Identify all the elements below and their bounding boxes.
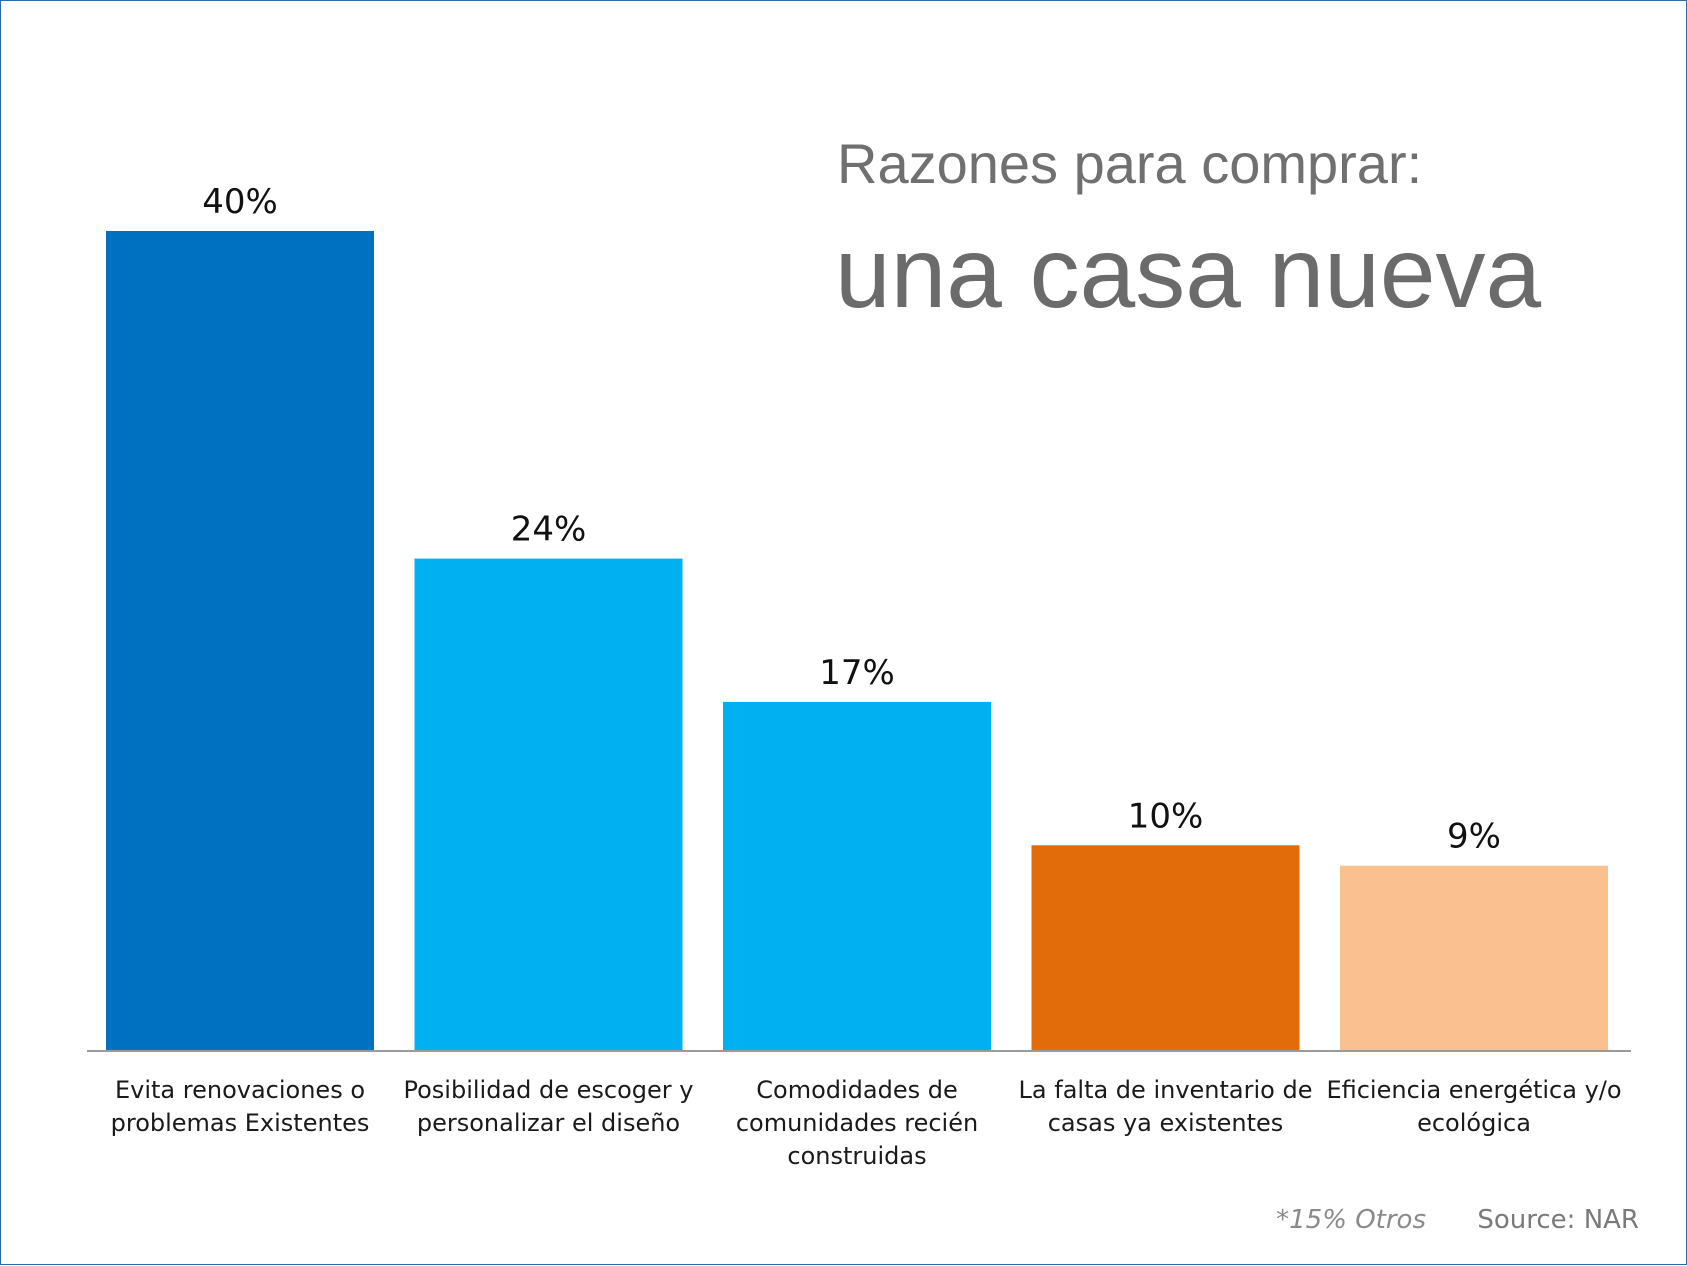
category-label-5: Eficiencia energética y/o ecológica: [1326, 1076, 1621, 1137]
category-label-3: Comodidades de comunidades recién construi…: [736, 1076, 978, 1170]
bar-5: [1340, 865, 1608, 1050]
bar-value-label-2: 24%: [511, 510, 587, 550]
bar-4: [1031, 845, 1300, 1050]
source-label: Source: NAR: [1477, 1205, 1639, 1235]
bar-value-label-4: 10%: [1128, 796, 1204, 836]
category-label-4: La falta de inventario de casas ya existe…: [1019, 1076, 1313, 1137]
category-label-2: Posibilidad de escoger y personalizar el …: [404, 1076, 694, 1137]
bar-2: [414, 558, 683, 1050]
bar-value-label-3: 17%: [819, 653, 895, 693]
bar-3: [723, 701, 991, 1050]
bars-group: 40% Evita renovaciones o problemas Existen…: [106, 182, 1622, 1170]
chart-subtitle: Razones para comprar:: [837, 132, 1422, 195]
bar-value-label-1: 40%: [202, 182, 278, 222]
chart-title: una casa nueva: [835, 217, 1541, 329]
category-label-1: Evita renovaciones o problemas Existentes: [111, 1076, 370, 1137]
bar-1: [106, 231, 374, 1050]
bar-value-label-5: 9%: [1447, 817, 1501, 857]
footnote-others: *15% Otros: [1276, 1205, 1426, 1235]
